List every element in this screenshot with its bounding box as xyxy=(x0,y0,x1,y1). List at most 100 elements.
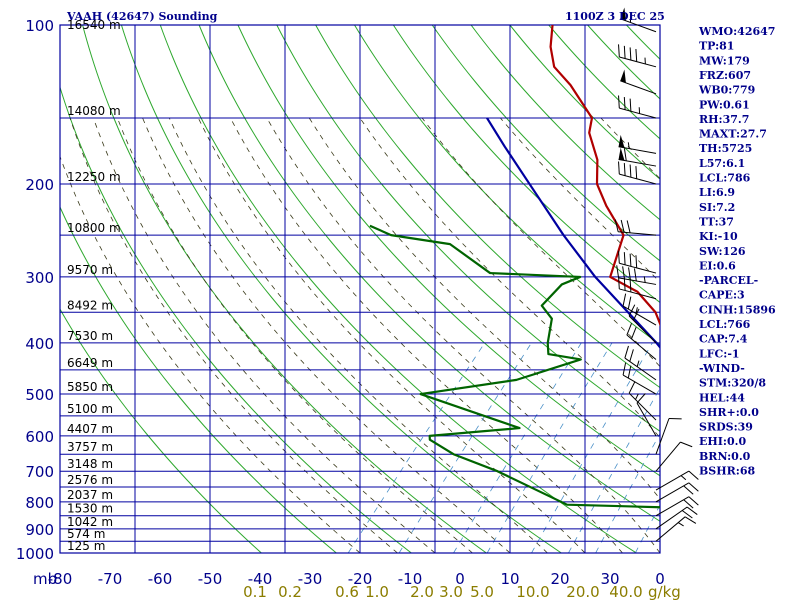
wind-barb-staff xyxy=(655,418,670,455)
height-label: 3148 m xyxy=(67,457,113,471)
index-line: TH:5725 xyxy=(699,142,752,155)
index-line: WMO:42647 xyxy=(698,25,775,38)
wind-barb-full xyxy=(616,265,620,278)
pressure-tick-label: 400 xyxy=(25,335,54,353)
wind-barb-full xyxy=(631,326,637,340)
temperature-tick-label: 20 xyxy=(550,570,569,588)
mixing-ratio-label: 0.2 xyxy=(278,583,302,600)
wind-barb-staff xyxy=(620,18,657,33)
height-label: 8492 m xyxy=(67,298,113,312)
wind-barb-full xyxy=(683,485,694,495)
dry-adiabat-line xyxy=(315,25,660,389)
wind-barb-full xyxy=(627,296,632,310)
dry-adiabat-line xyxy=(198,25,660,522)
moist-adiabat-line xyxy=(230,117,623,553)
wind-barb-staff xyxy=(655,496,690,517)
temperature-tick-label: -70 xyxy=(98,570,123,588)
wind-barb-full xyxy=(624,345,629,359)
wind-barb-full xyxy=(680,441,693,448)
wind-barb-staff xyxy=(619,173,657,185)
index-line: TT:37 xyxy=(699,215,734,228)
parcel-trace xyxy=(486,117,660,349)
height-label: 2576 m xyxy=(67,473,113,487)
height-labels: 16540 m 14080 m 12250 m 10800 m 9570 m 8492 m… xyxy=(67,18,121,553)
wind-barb-full xyxy=(684,516,697,524)
wind-barb-staff xyxy=(622,374,657,395)
temperature-tick-label: 10 xyxy=(500,570,519,588)
wind-barb xyxy=(618,44,657,68)
wind-barb-staff xyxy=(655,441,681,472)
wind-barb xyxy=(618,276,657,300)
temperature-tick-label: 0 xyxy=(455,570,465,588)
wind-barb-flag xyxy=(620,69,626,83)
wind-barb-staff xyxy=(619,288,657,300)
height-label: 574 m xyxy=(67,527,105,541)
chart-time: 1100Z 3 DEC 25 xyxy=(565,10,665,23)
wind-barb-half xyxy=(643,276,646,283)
wind-barb-full xyxy=(623,45,626,59)
wind-barb-full xyxy=(628,381,636,394)
height-label: 10800 m xyxy=(67,221,121,235)
wind-barb xyxy=(655,506,698,530)
index-line: LI:6.9 xyxy=(699,186,735,199)
moist-adiabat-line xyxy=(266,117,660,553)
index-line: MAXT:27.7 xyxy=(699,128,767,141)
height-label: 2037 m xyxy=(67,488,113,502)
dewpoint-trace xyxy=(369,224,660,509)
dry-adiabat-line xyxy=(509,25,660,180)
wind-barb-staff xyxy=(628,392,657,421)
mixing-ratio-unit: g/kg xyxy=(648,583,681,600)
height-label: 9570 m xyxy=(67,263,113,277)
wind-barb-full xyxy=(688,496,699,506)
wind-barb-full xyxy=(688,470,699,480)
index-line: LCL:786 xyxy=(699,172,751,185)
wind-barb-half xyxy=(635,393,639,400)
wind-barbs xyxy=(614,7,699,542)
wind-barb-full xyxy=(688,482,699,492)
height-label: 4407 m xyxy=(67,422,113,436)
wind-barb xyxy=(618,147,657,167)
index-line: LCL:766 xyxy=(699,318,751,331)
mixing-ratio-labels: 0.1 0.2 0.6 1.0 2.0 3.0 5.0 10.0 20.0 40.0 g/kg xyxy=(243,583,681,600)
wind-barb-staff xyxy=(619,262,657,274)
mixing-ratio-label: 5.0 xyxy=(470,583,494,600)
wind-barb-staff xyxy=(655,516,686,542)
wind-barb-full xyxy=(686,506,698,515)
wind-barb-full xyxy=(629,98,632,112)
height-label: 1042 m xyxy=(67,515,113,529)
wind-barb-staff xyxy=(628,315,657,344)
wind-barb-full xyxy=(614,219,619,232)
dry-adiabat-line xyxy=(120,25,562,553)
index-line: MW:179 xyxy=(699,54,750,67)
moist-adiabat-line xyxy=(92,117,436,553)
wind-barb xyxy=(614,219,657,236)
wind-barb-half xyxy=(627,142,630,149)
moist-adiabats xyxy=(60,117,660,553)
moist-adiabat-line xyxy=(142,117,511,553)
dry-adiabat-line xyxy=(276,25,660,432)
index-line: -WIND- xyxy=(699,362,745,375)
wind-barb-full xyxy=(626,323,633,336)
height-label: 5100 m xyxy=(67,402,113,416)
height-label: 12250 m xyxy=(67,170,121,184)
wind-barb-full xyxy=(629,253,632,267)
wind-barb-staff xyxy=(636,402,657,437)
mixing-ratio-label: 40.0 xyxy=(609,583,642,600)
wind-barb-full xyxy=(681,510,693,519)
wind-barb-full xyxy=(618,161,620,175)
wind-barb xyxy=(622,293,657,326)
wind-barb-full xyxy=(628,267,631,280)
wind-barb-full xyxy=(622,266,625,279)
temperature-tick-label: -80 xyxy=(48,570,73,588)
wind-barb-full xyxy=(623,97,626,110)
mb-axis-prefix: mb xyxy=(33,570,57,588)
temperature-tick-label: -30 xyxy=(298,570,323,588)
pressure-tick-label: 700 xyxy=(25,463,54,481)
wind-barb-full xyxy=(626,220,631,233)
mixing-ratio-line xyxy=(531,342,653,553)
wind-barb-full xyxy=(620,219,625,233)
dry-adiabat-line xyxy=(60,205,337,553)
pressure-tick-label: 600 xyxy=(25,428,54,446)
index-line: WB0:779 xyxy=(698,84,755,97)
